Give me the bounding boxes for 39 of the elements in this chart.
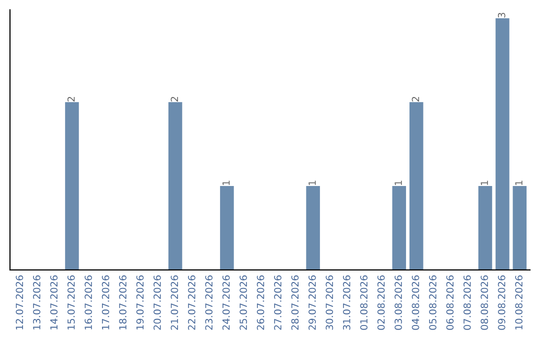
x-tick-label: 29.07.2026 bbox=[308, 275, 316, 330]
x-tick-label: 03.08.2026 bbox=[394, 275, 402, 330]
x-tick-label: 21.07.2026 bbox=[170, 275, 178, 330]
x-tick-label: 13.07.2026 bbox=[33, 275, 40, 330]
x-tick-label: 14.07.2026 bbox=[50, 275, 58, 330]
data-label: 2 bbox=[67, 96, 75, 102]
x-tick-label: 10.08.2026 bbox=[515, 275, 522, 330]
x-tick-label: 07.08.2026 bbox=[463, 275, 471, 330]
x-tick-label: 02.08.2026 bbox=[377, 275, 385, 330]
x-tick-label: 26.07.2026 bbox=[256, 275, 264, 330]
x-tick-label: 06.08.2026 bbox=[446, 275, 454, 330]
x-tick-label: 16.07.2026 bbox=[84, 275, 92, 330]
x-tick-label: 04.08.2026 bbox=[412, 275, 420, 330]
data-label: 2 bbox=[170, 96, 178, 102]
x-tick-label: 24.07.2026 bbox=[222, 275, 230, 330]
data-label: 3 bbox=[498, 12, 506, 18]
x-tick-label: 12.07.2026 bbox=[16, 275, 24, 330]
x-tick-label: 20.07.2026 bbox=[154, 275, 161, 330]
x-tick-label: 17.07.2026 bbox=[102, 275, 110, 330]
x-tick-label: 30.07.2026 bbox=[326, 275, 334, 330]
x-tick-label: 15.07.2026 bbox=[67, 275, 75, 330]
x-tick-label: 18.07.2026 bbox=[119, 275, 126, 330]
x-tick-label: 27.07.2026 bbox=[274, 275, 282, 330]
data-label: 2 bbox=[412, 96, 420, 102]
data-label: 1 bbox=[515, 180, 522, 185]
x-tick-label: 22.07.2026 bbox=[188, 275, 196, 330]
x-tick-label: 19.07.2026 bbox=[136, 275, 144, 330]
data-label: 1 bbox=[222, 180, 230, 185]
x-tick-label: 25.07.2026 bbox=[240, 275, 247, 330]
data-label: 1 bbox=[480, 180, 488, 185]
x-tick-label: 09.08.2026 bbox=[498, 275, 506, 330]
data-label: 1 bbox=[394, 180, 402, 185]
x-tick-label: 08.08.2026 bbox=[480, 275, 488, 330]
x-tick-label: 23.07.2026 bbox=[205, 275, 213, 330]
x-tick-label: 01.08.2026 bbox=[360, 275, 368, 330]
x-tick-label: 05.08.2026 bbox=[429, 275, 436, 330]
x-tick-label: 31.07.2026 bbox=[342, 275, 350, 330]
x-tick-label: 28.07.2026 bbox=[291, 275, 299, 330]
data-label: 1 bbox=[308, 180, 316, 185]
